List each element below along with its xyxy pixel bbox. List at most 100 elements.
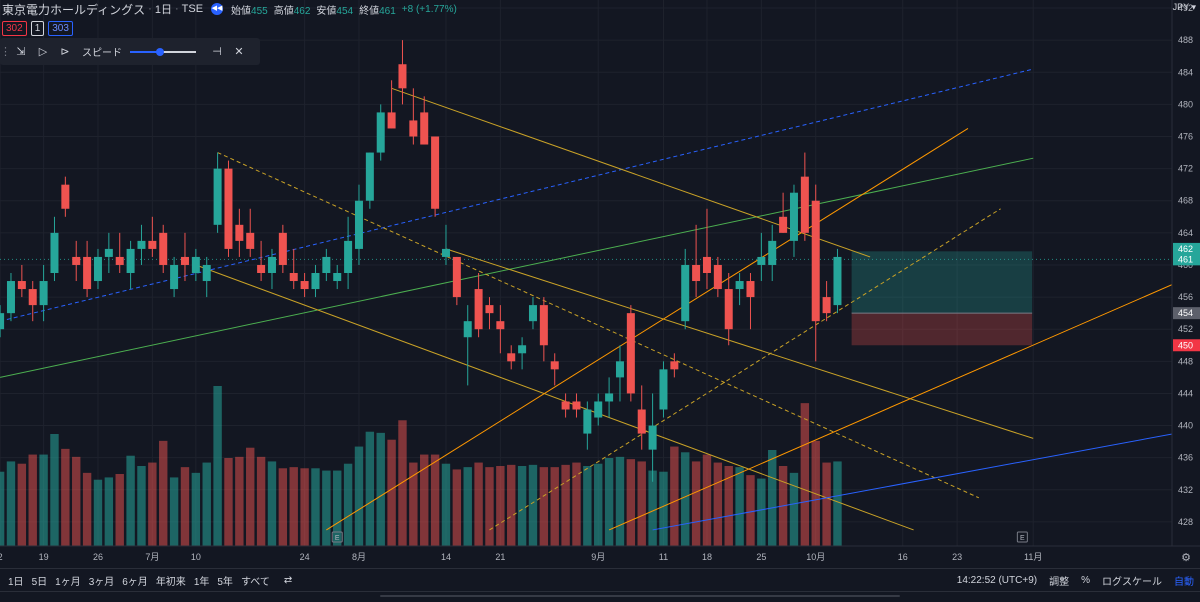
panel-handle[interactable] xyxy=(380,595,900,597)
trendline[interactable] xyxy=(489,208,1001,531)
time-tick-label: 26 xyxy=(93,552,103,562)
position-profit-zone[interactable] xyxy=(851,251,1033,314)
interval-label[interactable]: 1日 xyxy=(154,4,172,16)
trendline[interactable] xyxy=(195,264,914,531)
volume-bar xyxy=(757,478,766,546)
volume-bar xyxy=(191,472,201,546)
settings-gear-icon[interactable]: ⚙ xyxy=(1181,551,1191,564)
volume-bar xyxy=(800,403,810,546)
trendline[interactable] xyxy=(326,128,969,531)
candle-body xyxy=(333,273,342,282)
earnings-marker[interactable] xyxy=(1016,531,1028,543)
drag-handle-icon[interactable]: ⋮ xyxy=(0,46,11,58)
volume-bar xyxy=(387,439,396,546)
buy-button[interactable]: 303 xyxy=(48,21,73,36)
range-all[interactable]: すべて xyxy=(240,576,270,588)
jump-to-icon[interactable]: ⇲ xyxy=(16,46,26,58)
candle-body xyxy=(702,256,711,273)
close-icon[interactable]: ✕ xyxy=(234,46,244,58)
volume-bar xyxy=(496,466,505,546)
candle-body xyxy=(409,120,418,137)
currency-selector[interactable]: JPY ▾ xyxy=(1172,2,1196,12)
candle-body xyxy=(528,305,537,322)
time-tick-label: 2 xyxy=(0,552,3,562)
volume-bar xyxy=(333,470,342,546)
price-tick-label: 492 xyxy=(1178,3,1193,13)
volume-bar xyxy=(768,450,777,546)
candle-body xyxy=(431,136,440,209)
volume-bar xyxy=(137,466,146,546)
range-5y[interactable]: 5年 xyxy=(217,576,233,588)
trendline[interactable] xyxy=(391,87,871,258)
candle-body xyxy=(485,305,494,314)
range-6m[interactable]: 6ヶ月 xyxy=(122,576,148,588)
clock: 14:22:52 (UTC+9) xyxy=(956,574,1038,586)
volume-bar xyxy=(572,462,581,546)
trendline[interactable] xyxy=(0,157,1034,378)
volume-bar xyxy=(507,464,516,546)
play-icon[interactable]: ▷ xyxy=(38,46,48,58)
price-chart[interactable]: 4284324364404444484524564604644684724764… xyxy=(0,0,1200,568)
trendline[interactable] xyxy=(445,248,1034,439)
price-label: 454 xyxy=(1178,308,1193,318)
price-tick-label: 448 xyxy=(1178,356,1193,366)
price-label-bg xyxy=(1173,307,1200,320)
time-tick-label: 8月 xyxy=(352,552,366,562)
volume-bar xyxy=(702,454,712,546)
step-forward-icon[interactable]: ⊳ xyxy=(60,46,70,58)
candle-body xyxy=(518,345,527,354)
time-tick-label: 11 xyxy=(659,552,668,562)
range-ytd[interactable]: 年初来 xyxy=(155,576,186,588)
trendline[interactable] xyxy=(217,152,980,499)
speed-slider-knob[interactable] xyxy=(155,47,164,56)
earnings-marker[interactable] xyxy=(331,531,343,543)
volume-bar xyxy=(485,467,494,546)
time-tick-label: 25 xyxy=(756,552,766,562)
candle-body xyxy=(594,401,603,418)
speed-slider[interactable] xyxy=(130,47,196,56)
log-scale-button[interactable]: ログスケール xyxy=(1102,576,1162,588)
volume-bar xyxy=(365,431,375,546)
volume-bar xyxy=(441,463,451,546)
sell-button[interactable]: 302 xyxy=(2,21,27,36)
auto-scale-button[interactable]: 自動 xyxy=(1174,576,1194,588)
time-tick-label: 11月 xyxy=(1024,552,1042,562)
candle-body xyxy=(50,232,59,273)
adjust-button[interactable]: 調整 xyxy=(1049,576,1070,588)
volume-bar xyxy=(180,467,190,546)
trendline[interactable] xyxy=(608,241,1200,531)
price-label: 462 xyxy=(1178,244,1193,254)
candle-body xyxy=(626,313,635,394)
volume-bar xyxy=(202,462,211,546)
volume-bar xyxy=(267,461,277,546)
candle-body xyxy=(83,256,92,290)
time-axis[interactable]: 2 19 26 7月 10 24 8月 14 21 9月 11 18 25 10月 16 23 11月 E E ⚙ xyxy=(0,531,1200,568)
range-1d[interactable]: 1日 xyxy=(8,576,24,588)
volume-bar xyxy=(115,474,124,546)
candle-body xyxy=(72,256,81,265)
volume-bar xyxy=(626,459,636,546)
candle-body xyxy=(213,168,222,225)
date-range-icon[interactable]: ⇄ xyxy=(283,574,293,586)
range-3m[interactable]: 3ヶ月 xyxy=(88,576,115,588)
candle-body xyxy=(768,240,777,265)
candle-body xyxy=(365,152,374,201)
range-1y[interactable]: 1年 xyxy=(193,576,210,588)
candle-body xyxy=(28,289,37,306)
time-tick-label: 18 xyxy=(702,552,712,562)
trendline[interactable] xyxy=(652,410,1200,531)
percent-button[interactable]: % xyxy=(1081,574,1090,586)
replay-icon[interactable]: ◀◀ xyxy=(211,3,224,15)
price-axis[interactable]: 4284324364404444484524564604644684724764… xyxy=(1171,0,1200,568)
range-1m[interactable]: 1ヶ月 xyxy=(55,576,81,588)
position-loss-zone[interactable] xyxy=(851,313,1033,346)
jump-to-realtime-icon[interactable]: ⊣ xyxy=(212,46,222,58)
range-5d[interactable]: 5日 xyxy=(31,576,48,588)
low-value: 454 xyxy=(336,5,354,17)
volume-bar xyxy=(681,452,690,546)
long-position-tool[interactable] xyxy=(851,251,1033,346)
symbol-name[interactable]: 東京電力ホールディングス xyxy=(2,2,146,17)
candle-body xyxy=(6,281,15,314)
volume-bar xyxy=(39,454,48,546)
price-axis-bg xyxy=(1172,0,1200,568)
